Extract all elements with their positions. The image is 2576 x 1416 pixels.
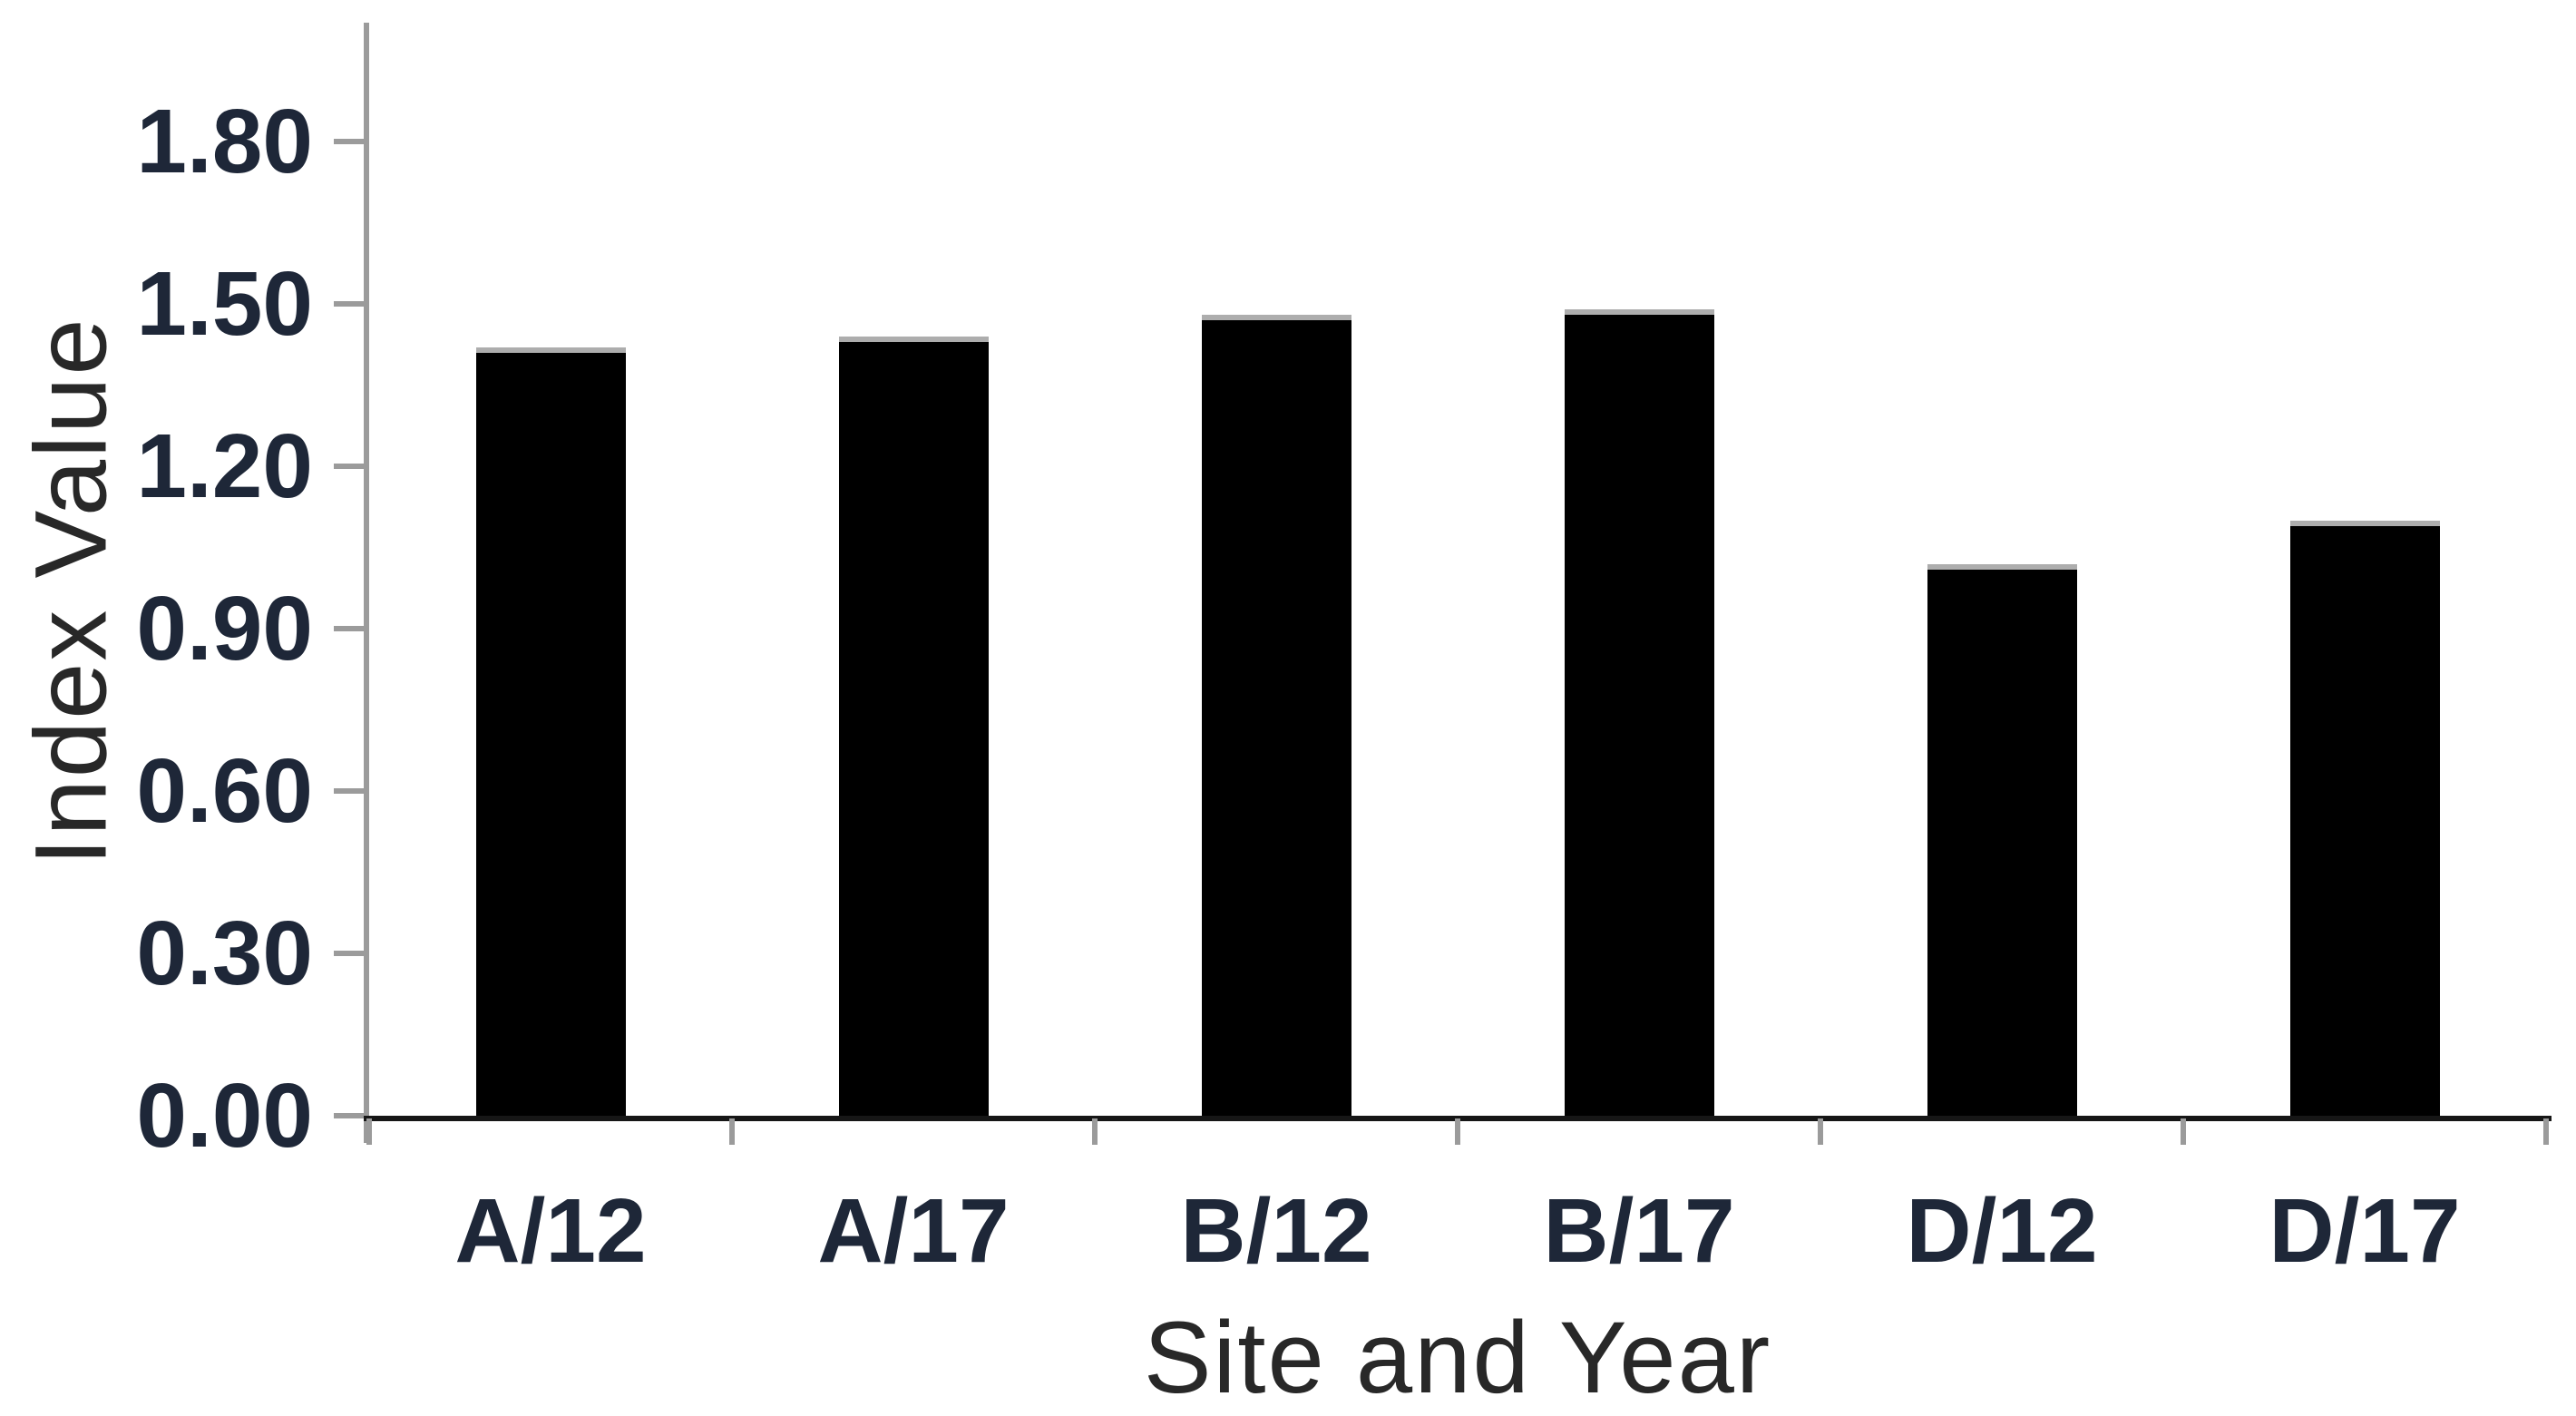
x-axis-tick <box>1455 1118 1460 1145</box>
x-tick-label-b17: B/17 <box>1458 1181 1820 1281</box>
x-axis-tick <box>729 1118 735 1145</box>
x-axis-tick <box>2181 1118 2186 1145</box>
plot-area <box>369 23 2546 1116</box>
x-axis-tick <box>1092 1118 1098 1145</box>
y-tick-label-1.80: 1.80 <box>136 96 313 187</box>
bar-b17 <box>1565 309 1714 1116</box>
x-tick-label-a12: A/12 <box>369 1181 732 1281</box>
x-axis-title: Site and Year <box>369 1299 2546 1416</box>
y-axis-tick <box>334 1113 364 1118</box>
bar-cell-b12 <box>1095 23 1458 1116</box>
y-tick-label-0.00: 0.00 <box>136 1070 313 1161</box>
bar-d12 <box>1927 564 2077 1116</box>
bar-cell-b17 <box>1458 23 1820 1116</box>
x-axis-tick <box>2543 1118 2549 1145</box>
y-axis-tick <box>334 301 364 307</box>
x-axis-tick-labels: A/12 A/17 B/12 B/17 D/12 D/17 <box>369 1181 2546 1281</box>
bar-a17 <box>839 337 989 1116</box>
bar-cell-d17 <box>2183 23 2546 1116</box>
x-axis-tick <box>1818 1118 1823 1145</box>
y-axis-tick <box>334 626 364 631</box>
x-tick-label-d17: D/17 <box>2183 1181 2546 1281</box>
bar-cell-a17 <box>732 23 1095 1116</box>
y-tick-label-0.60: 0.60 <box>136 746 313 836</box>
y-axis-tick-labels: 0.00 0.30 0.60 0.90 1.20 1.50 1.80 <box>0 23 313 1116</box>
y-tick-label-0.30: 0.30 <box>136 908 313 999</box>
y-axis-tick <box>334 951 364 956</box>
bar-cell-a12 <box>369 23 732 1116</box>
bar-d17 <box>2290 521 2440 1116</box>
x-tick-label-a17: A/17 <box>732 1181 1095 1281</box>
y-tick-label-1.20: 1.20 <box>136 421 313 512</box>
y-axis-tick <box>334 788 364 794</box>
bar-cell-d12 <box>1820 23 2183 1116</box>
bar-a12 <box>476 347 626 1116</box>
x-axis-tick <box>366 1118 372 1145</box>
x-tick-label-b12: B/12 <box>1095 1181 1458 1281</box>
bar-b12 <box>1202 315 1351 1116</box>
bars-series <box>369 23 2546 1116</box>
y-tick-label-1.50: 1.50 <box>136 259 313 349</box>
y-axis-tick <box>334 464 364 469</box>
y-tick-label-0.90: 0.90 <box>136 583 313 674</box>
x-tick-label-d12: D/12 <box>1820 1181 2183 1281</box>
y-axis-tick <box>334 139 364 144</box>
